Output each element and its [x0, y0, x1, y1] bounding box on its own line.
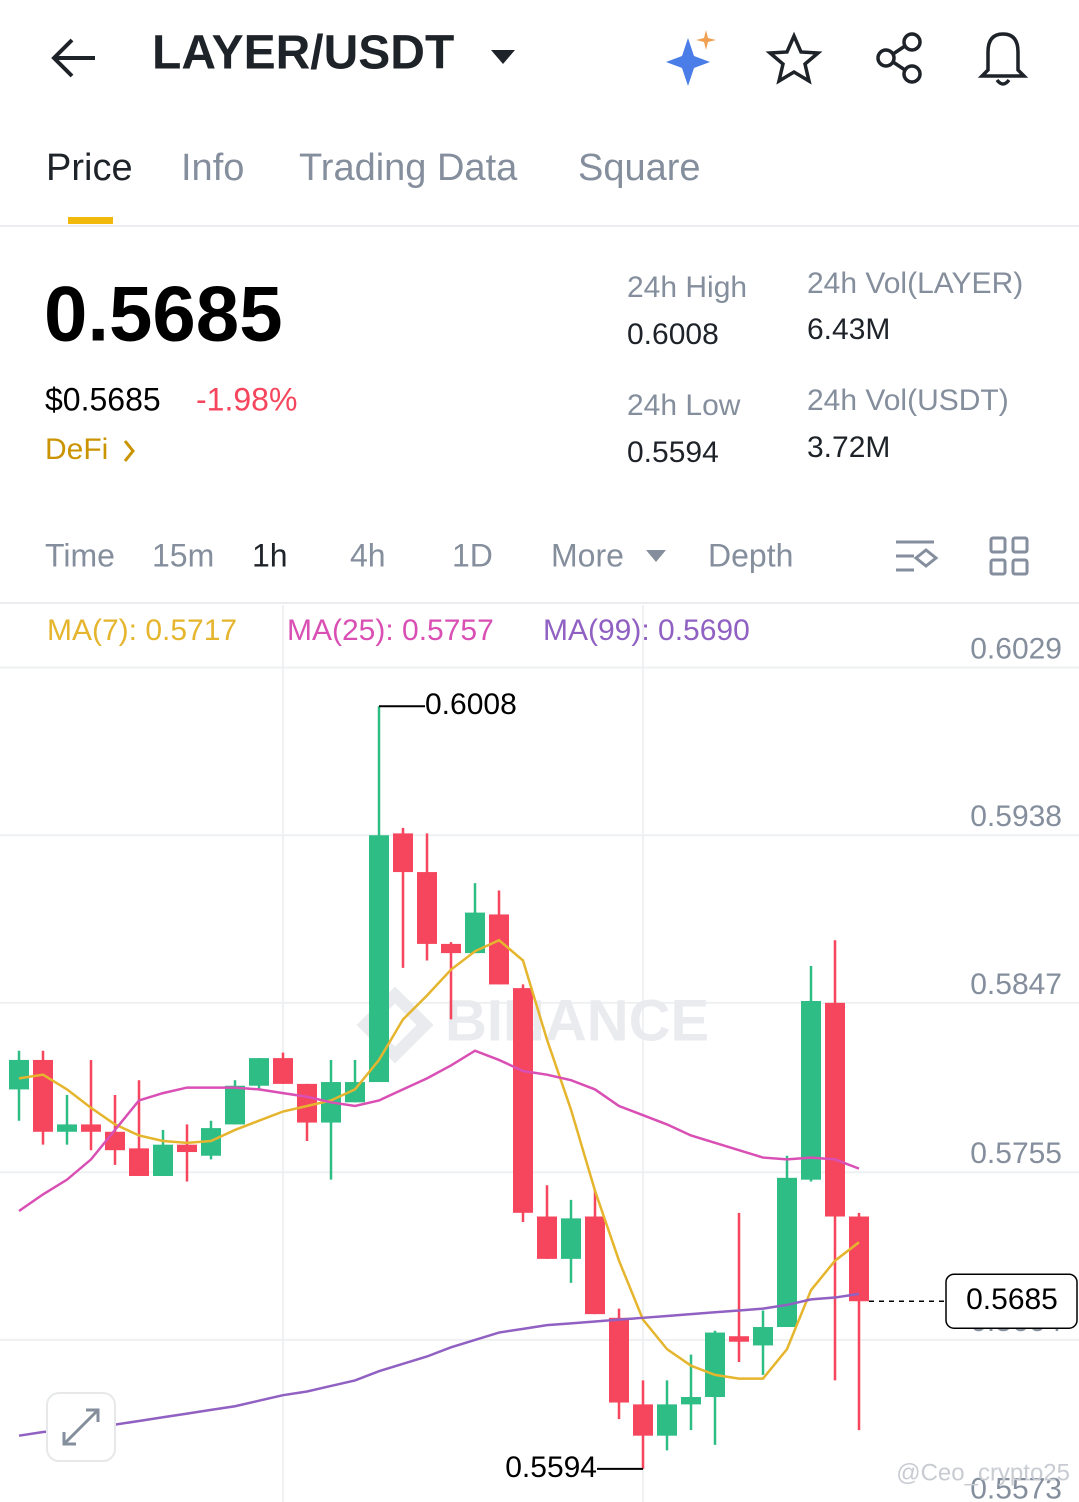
- legend-entry: MA(7): 0.5717: [47, 614, 237, 647]
- candle-body: [801, 1001, 821, 1180]
- candle-body: [537, 1216, 557, 1259]
- interval[interactable]: More: [551, 537, 624, 573]
- stat-value: 6.43M: [807, 313, 890, 346]
- tab[interactable]: Square: [578, 147, 701, 189]
- candle-body: [33, 1059, 53, 1132]
- candle-body: [57, 1124, 77, 1132]
- interval[interactable]: 15m: [152, 537, 214, 573]
- interval[interactable]: 4h: [350, 537, 386, 573]
- sector-link[interactable]: DeFi: [45, 433, 108, 466]
- expand-icon: [62, 1408, 100, 1446]
- low-label: 0.5594: [505, 1451, 597, 1484]
- candle-body: [609, 1317, 629, 1403]
- share-icon[interactable]: [876, 32, 922, 84]
- ai-spark: [696, 30, 716, 50]
- dropdown-icon[interactable]: [491, 50, 515, 64]
- layout-icon[interactable]: [989, 536, 1029, 576]
- candle-body: [705, 1332, 725, 1398]
- y-tick-label: 0.5938: [970, 800, 1062, 833]
- candle-body: [633, 1404, 653, 1436]
- candle-body: [489, 914, 509, 985]
- stat-label: 24h High: [627, 271, 747, 304]
- stat-value: 0.5594: [627, 436, 719, 469]
- stat-label: 24h Low: [627, 389, 741, 422]
- y-tick-label: 0.5573: [970, 1472, 1062, 1502]
- candle-body: [417, 872, 437, 944]
- candle-body: [81, 1124, 101, 1132]
- candle-body: [297, 1083, 317, 1123]
- candle-body: [513, 988, 533, 1213]
- chevron: [123, 440, 135, 462]
- interval[interactable]: Time: [45, 537, 115, 573]
- tab[interactable]: Trading Data: [299, 147, 518, 189]
- ma-line: [18, 1292, 860, 1437]
- candle-body: [369, 835, 389, 1083]
- y-tick-label: 0.6029: [970, 633, 1062, 666]
- interval[interactable]: Depth: [708, 537, 793, 573]
- credit: @Ceo_crypto25: [896, 1459, 1070, 1486]
- pair-title[interactable]: LAYER/USDT: [152, 27, 454, 80]
- tab-indicator: [68, 217, 113, 224]
- candle-body: [345, 1082, 365, 1103]
- interval[interactable]: 1D: [452, 537, 493, 573]
- usd-price: $0.5685: [45, 381, 161, 417]
- ma-line: [18, 1049, 860, 1213]
- candle-body: [225, 1085, 245, 1125]
- candle-body: [249, 1058, 269, 1086]
- legend-entry: MA(25): 0.5757: [287, 614, 494, 647]
- chart: 0.60290.59380.58470.57550.56640.5573BINA…: [0, 605, 1079, 1502]
- indicator-icon[interactable]: [896, 540, 939, 572]
- candle-body: [129, 1148, 149, 1176]
- candle-body: [441, 943, 461, 954]
- back-icon[interactable]: [51, 38, 95, 78]
- stat-value: 3.72M: [807, 431, 890, 464]
- ai-icon[interactable]: [666, 38, 710, 86]
- price-change: -1.98%: [196, 381, 297, 417]
- legend-entry: MA(99): 0.5690: [543, 614, 750, 647]
- candle-body: [729, 1336, 749, 1342]
- interval[interactable]: 1h: [252, 537, 288, 573]
- stat-label: 24h Vol(USDT): [807, 384, 1009, 417]
- more-caret: [646, 550, 666, 562]
- tab[interactable]: Info: [181, 147, 244, 189]
- candle-body: [777, 1177, 797, 1328]
- candle-body: [681, 1397, 701, 1405]
- last-price: 0.5685: [44, 270, 283, 358]
- candle-body: [657, 1404, 677, 1436]
- candle-body: [105, 1131, 125, 1151]
- candle-body: [465, 912, 485, 954]
- candle-body: [753, 1327, 773, 1346]
- ma-line: [18, 938, 860, 1380]
- candle-body: [849, 1216, 869, 1302]
- candle-body: [825, 1002, 845, 1217]
- current-price-box: [945, 1273, 1078, 1329]
- stat-label: 24h Vol(LAYER): [807, 267, 1023, 300]
- high-label: 0.6008: [425, 688, 517, 721]
- current-price-label: 0.5685: [966, 1283, 1058, 1316]
- stat-value: 0.6008: [627, 318, 719, 351]
- y-tick-label: 0.5847: [970, 968, 1062, 1001]
- alert-icon[interactable]: [977, 32, 1029, 86]
- candle-body: [177, 1144, 197, 1153]
- candle-body: [561, 1218, 581, 1259]
- candle-body: [273, 1058, 293, 1084]
- candle-body: [585, 1216, 605, 1315]
- tab[interactable]: Price: [46, 147, 133, 189]
- candle-body: [393, 833, 413, 873]
- candle-body: [153, 1144, 173, 1176]
- favorite-icon[interactable]: [765, 31, 823, 85]
- watermark: BINANCE: [445, 988, 709, 1053]
- y-tick-label: 0.5755: [970, 1137, 1062, 1170]
- candle-body: [9, 1059, 29, 1090]
